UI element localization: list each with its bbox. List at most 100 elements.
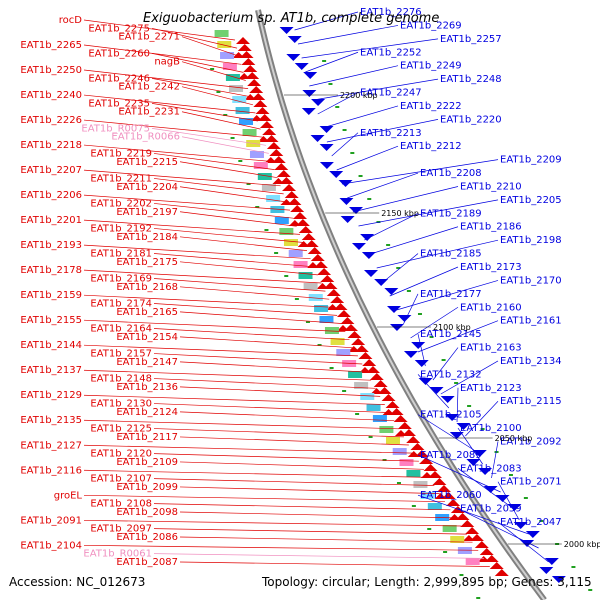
gene-label-right[interactable]: EAT1b_2177 xyxy=(420,289,482,300)
gene-label-left[interactable]: EAT1b_2193 xyxy=(20,240,82,251)
gene-label-left[interactable]: EAT1b_2091 xyxy=(20,515,82,526)
gene-label-left[interactable]: EAT1b_2218 xyxy=(20,140,82,151)
gene-label-right[interactable]: EAT1b_2083 xyxy=(460,463,522,474)
gene-label-left[interactable]: EAT1b_R0066 xyxy=(111,132,180,143)
gene-label-right[interactable]: EAT1b_2276 xyxy=(360,7,422,18)
gene-label-left[interactable]: EAT1b_2250 xyxy=(20,65,82,76)
gene-label-right[interactable]: EAT1b_2092 xyxy=(500,436,562,447)
gene-label-right[interactable]: EAT1b_2100 xyxy=(460,423,522,434)
gene-label-left[interactable]: EAT1b_2104 xyxy=(20,540,82,551)
gene-label-left[interactable]: nagB xyxy=(154,57,180,68)
gene-label-left[interactable]: EAT1b_2086 xyxy=(116,532,178,543)
gene-label-right[interactable]: EAT1b_2173 xyxy=(460,262,522,273)
gene-label-right[interactable]: EAT1b_2060 xyxy=(420,490,482,501)
gene-label-left[interactable]: EAT1b_2202 xyxy=(90,198,152,209)
gene-label-left[interactable]: EAT1b_2136 xyxy=(116,382,178,393)
gene-label-left[interactable]: EAT1b_2235 xyxy=(88,98,150,109)
gene-label-left[interactable]: EAT1b_2184 xyxy=(116,232,178,243)
gene-label-left[interactable]: EAT1b_2098 xyxy=(116,507,178,518)
gene-label-left[interactable]: EAT1b_2207 xyxy=(20,165,82,176)
gene-label-right[interactable]: EAT1b_2105 xyxy=(420,410,482,421)
gene-label-left[interactable]: EAT1b_2168 xyxy=(116,282,178,293)
gene-label-left[interactable]: EAT1b_2204 xyxy=(116,182,178,193)
gene-label-left[interactable]: EAT1b_2148 xyxy=(90,374,152,385)
gene-label-left[interactable]: EAT1b_2144 xyxy=(20,340,82,351)
gene-label-left[interactable]: EAT1b_2211 xyxy=(90,173,152,184)
gene-label-right[interactable]: EAT1b_2134 xyxy=(500,356,562,367)
gene-label-left[interactable]: EAT1b_2130 xyxy=(90,399,152,410)
gene-label-right[interactable]: EAT1b_2212 xyxy=(400,141,462,152)
gene-label-right[interactable]: EAT1b_2252 xyxy=(360,47,422,58)
gene-label-right[interactable]: EAT1b_2185 xyxy=(420,249,482,260)
gene-label-right[interactable]: EAT1b_2115 xyxy=(500,396,562,407)
gene-label-left[interactable]: EAT1b_2174 xyxy=(90,299,152,310)
gene-label-left[interactable]: EAT1b_2137 xyxy=(20,365,82,376)
gene-label-right[interactable]: EAT1b_2071 xyxy=(500,477,562,488)
gene-label-left[interactable]: EAT1b_2197 xyxy=(116,207,178,218)
gene-label-right[interactable]: EAT1b_2160 xyxy=(460,302,522,313)
gene-label-left[interactable]: EAT1b_2192 xyxy=(90,223,152,234)
gene-label-right[interactable]: EAT1b_2247 xyxy=(360,88,422,99)
gene-label-left[interactable]: EAT1b_2246 xyxy=(88,73,150,84)
gene-label-left[interactable]: EAT1b_R0061 xyxy=(83,549,152,560)
gene-label-left[interactable]: EAT1b_2169 xyxy=(90,273,152,284)
gene-label-right[interactable]: EAT1b_2248 xyxy=(440,74,502,85)
gene-label-left[interactable]: rocD xyxy=(59,15,83,26)
gene-label-left[interactable]: EAT1b_2219 xyxy=(90,148,152,159)
gene-label-right[interactable]: EAT1b_2163 xyxy=(460,343,522,354)
gene-label-right[interactable]: EAT1b_2257 xyxy=(440,34,502,45)
gene-label-right[interactable]: EAT1b_2249 xyxy=(400,61,462,72)
gene-label-right[interactable]: EAT1b_2047 xyxy=(500,517,562,528)
gene-label-left[interactable]: EAT1b_2242 xyxy=(118,82,180,93)
gene-label-left[interactable]: EAT1b_2117 xyxy=(116,432,178,443)
gene-label-left[interactable]: EAT1b_2116 xyxy=(20,465,82,476)
gene-label-left[interactable]: EAT1b_2175 xyxy=(116,257,178,268)
gene-label-left[interactable]: EAT1b_2231 xyxy=(118,107,180,118)
gene-label-right[interactable]: EAT1b_2210 xyxy=(460,181,522,192)
gene-label-right[interactable]: EAT1b_2132 xyxy=(420,369,482,380)
gene-label-left[interactable]: EAT1b_2165 xyxy=(116,307,178,318)
gene-label-left[interactable]: EAT1b_2159 xyxy=(20,290,82,301)
gene-label-left[interactable]: EAT1b_2125 xyxy=(90,424,152,435)
gene-label-left[interactable]: EAT1b_2181 xyxy=(90,248,152,259)
gene-label-left[interactable]: EAT1b_2155 xyxy=(20,315,82,326)
gene-label-right[interactable]: EAT1b_2220 xyxy=(440,114,502,125)
gene-label-left[interactable]: EAT1b_2147 xyxy=(116,357,178,368)
gene-label-left[interactable]: EAT1b_2265 xyxy=(20,40,82,51)
gene-label-right[interactable]: EAT1b_2222 xyxy=(400,101,462,112)
gene-label-left[interactable]: EAT1b_2271 xyxy=(118,32,180,43)
gene-label-right[interactable]: EAT1b_2198 xyxy=(500,235,562,246)
gene-label-left[interactable]: EAT1b_2099 xyxy=(116,482,178,493)
gene-label-left[interactable]: EAT1b_2129 xyxy=(20,390,82,401)
gene-label-left[interactable]: EAT1b_2087 xyxy=(116,557,178,568)
gene-label-left[interactable]: EAT1b_2108 xyxy=(90,499,152,510)
gene-label-left[interactable]: EAT1b_2127 xyxy=(20,440,82,451)
gene-label-left[interactable]: groEL xyxy=(54,490,83,501)
gene-label-right[interactable]: EAT1b_2186 xyxy=(460,222,522,233)
gene-label-right[interactable]: EAT1b_2089 xyxy=(420,450,482,461)
gene-label-left[interactable]: EAT1b_2178 xyxy=(20,265,82,276)
gene-label-left[interactable]: EAT1b_2154 xyxy=(116,332,178,343)
gene-label-left[interactable]: EAT1b_2215 xyxy=(116,157,178,168)
gene-label-right[interactable]: EAT1b_2059 xyxy=(460,504,522,515)
gene-label-right[interactable]: EAT1b_2189 xyxy=(420,208,482,219)
gene-label-left[interactable]: EAT1b_2201 xyxy=(20,215,82,226)
gene-label-left[interactable]: EAT1b_2164 xyxy=(90,324,152,335)
gene-label-left[interactable]: EAT1b_2260 xyxy=(88,48,150,59)
gene-label-right[interactable]: EAT1b_2161 xyxy=(500,316,562,327)
gene-label-right[interactable]: EAT1b_2205 xyxy=(500,195,562,206)
gene-label-left[interactable]: EAT1b_2107 xyxy=(90,474,152,485)
gene-label-right[interactable]: EAT1b_2209 xyxy=(500,155,562,166)
gene-label-right[interactable]: EAT1b_2213 xyxy=(360,128,422,139)
gene-label-right[interactable]: EAT1b_2145 xyxy=(420,329,482,340)
gene-label-left[interactable]: EAT1b_2206 xyxy=(20,190,82,201)
gene-label-left[interactable]: EAT1b_2109 xyxy=(116,457,178,468)
gene-label-left[interactable]: EAT1b_R0075 xyxy=(81,123,150,134)
gene-label-left[interactable]: EAT1b_2275 xyxy=(88,23,150,34)
gene-label-left[interactable]: EAT1b_2226 xyxy=(20,115,82,126)
gene-label-right[interactable]: EAT1b_2123 xyxy=(460,383,522,394)
gene-label-left[interactable]: EAT1b_2240 xyxy=(20,90,82,101)
gene-label-left[interactable]: EAT1b_2135 xyxy=(20,415,82,426)
gene-label-right[interactable]: EAT1b_2170 xyxy=(500,275,562,286)
